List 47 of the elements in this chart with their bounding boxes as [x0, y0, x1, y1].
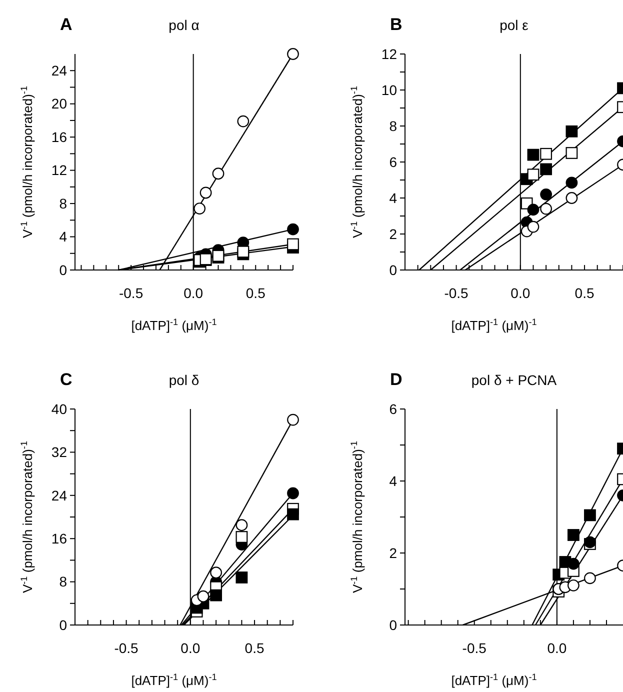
y-tick-label: 16: [51, 128, 68, 145]
x-tick-label: 0.5: [246, 285, 266, 301]
y-tick-label: 24: [51, 62, 68, 79]
y-tick-label: 12: [381, 46, 398, 62]
x-tick-label: 0.5: [244, 640, 264, 656]
text: C: [60, 370, 72, 389]
text: A: [60, 15, 72, 34]
y-tick-label: 8: [59, 195, 68, 212]
x-tick-label: 0.0: [180, 640, 200, 656]
y-tick-label: 32: [51, 444, 68, 460]
y-tick-label: 0: [59, 616, 68, 633]
x-axis-title: [dATP]$^{-1}$ (μM)$^{-1}$: [451, 317, 537, 333]
x-axis-title: [dATP]$^{-1}$ (μM)$^{-1}$: [131, 672, 217, 688]
text: B: [390, 15, 402, 34]
chart-title: pol α: [168, 17, 200, 33]
x-tick-label: 0.5: [574, 285, 594, 301]
x-tick-label: -0.5: [118, 285, 144, 301]
y-tick-label: 16: [51, 530, 68, 546]
text: D: [390, 370, 402, 389]
chart-title: pol ε: [500, 17, 528, 33]
y-tick-label: 8: [59, 574, 68, 590]
y-tick-label: 4: [389, 190, 398, 206]
y-tick-label: 0: [59, 262, 68, 278]
y-tick-label: 0: [389, 262, 398, 278]
y-tick-label: 20: [51, 96, 68, 112]
x-tick-label: 0.0: [184, 285, 204, 301]
y-tick-label: 6: [389, 400, 398, 417]
y-tick-label: 6: [389, 154, 398, 170]
chart-title: pol δ: [168, 372, 200, 388]
x-tick-label: 0.0: [547, 640, 567, 656]
x-axis-title: [dATP]$^{-1}$ (μM)$^{-1}$: [131, 317, 217, 333]
y-tick-label: 10: [381, 82, 398, 98]
y-tick-label: 8: [389, 118, 398, 134]
y-tick-label: 4: [389, 472, 398, 489]
y-tick-label: 24: [51, 487, 68, 504]
x-tick-label: 0.0: [510, 285, 530, 301]
x-tick-label: -0.5: [444, 285, 469, 301]
y-tick-label: 0: [389, 616, 398, 633]
y-tick-label: 2: [389, 544, 398, 561]
y-tick-label: 4: [59, 228, 68, 245]
x-tick-label: -0.5: [462, 640, 487, 656]
x-tick-label: -0.5: [114, 640, 139, 656]
x-axis-title: [dATP]$^{-1}$ (μM)$^{-1}$: [451, 672, 537, 688]
y-tick-label: 2: [389, 226, 398, 242]
y-tick-label: 12: [51, 162, 68, 178]
y-tick-label: 40: [51, 400, 68, 417]
chart-title: pol δ + PCNA: [471, 372, 558, 388]
